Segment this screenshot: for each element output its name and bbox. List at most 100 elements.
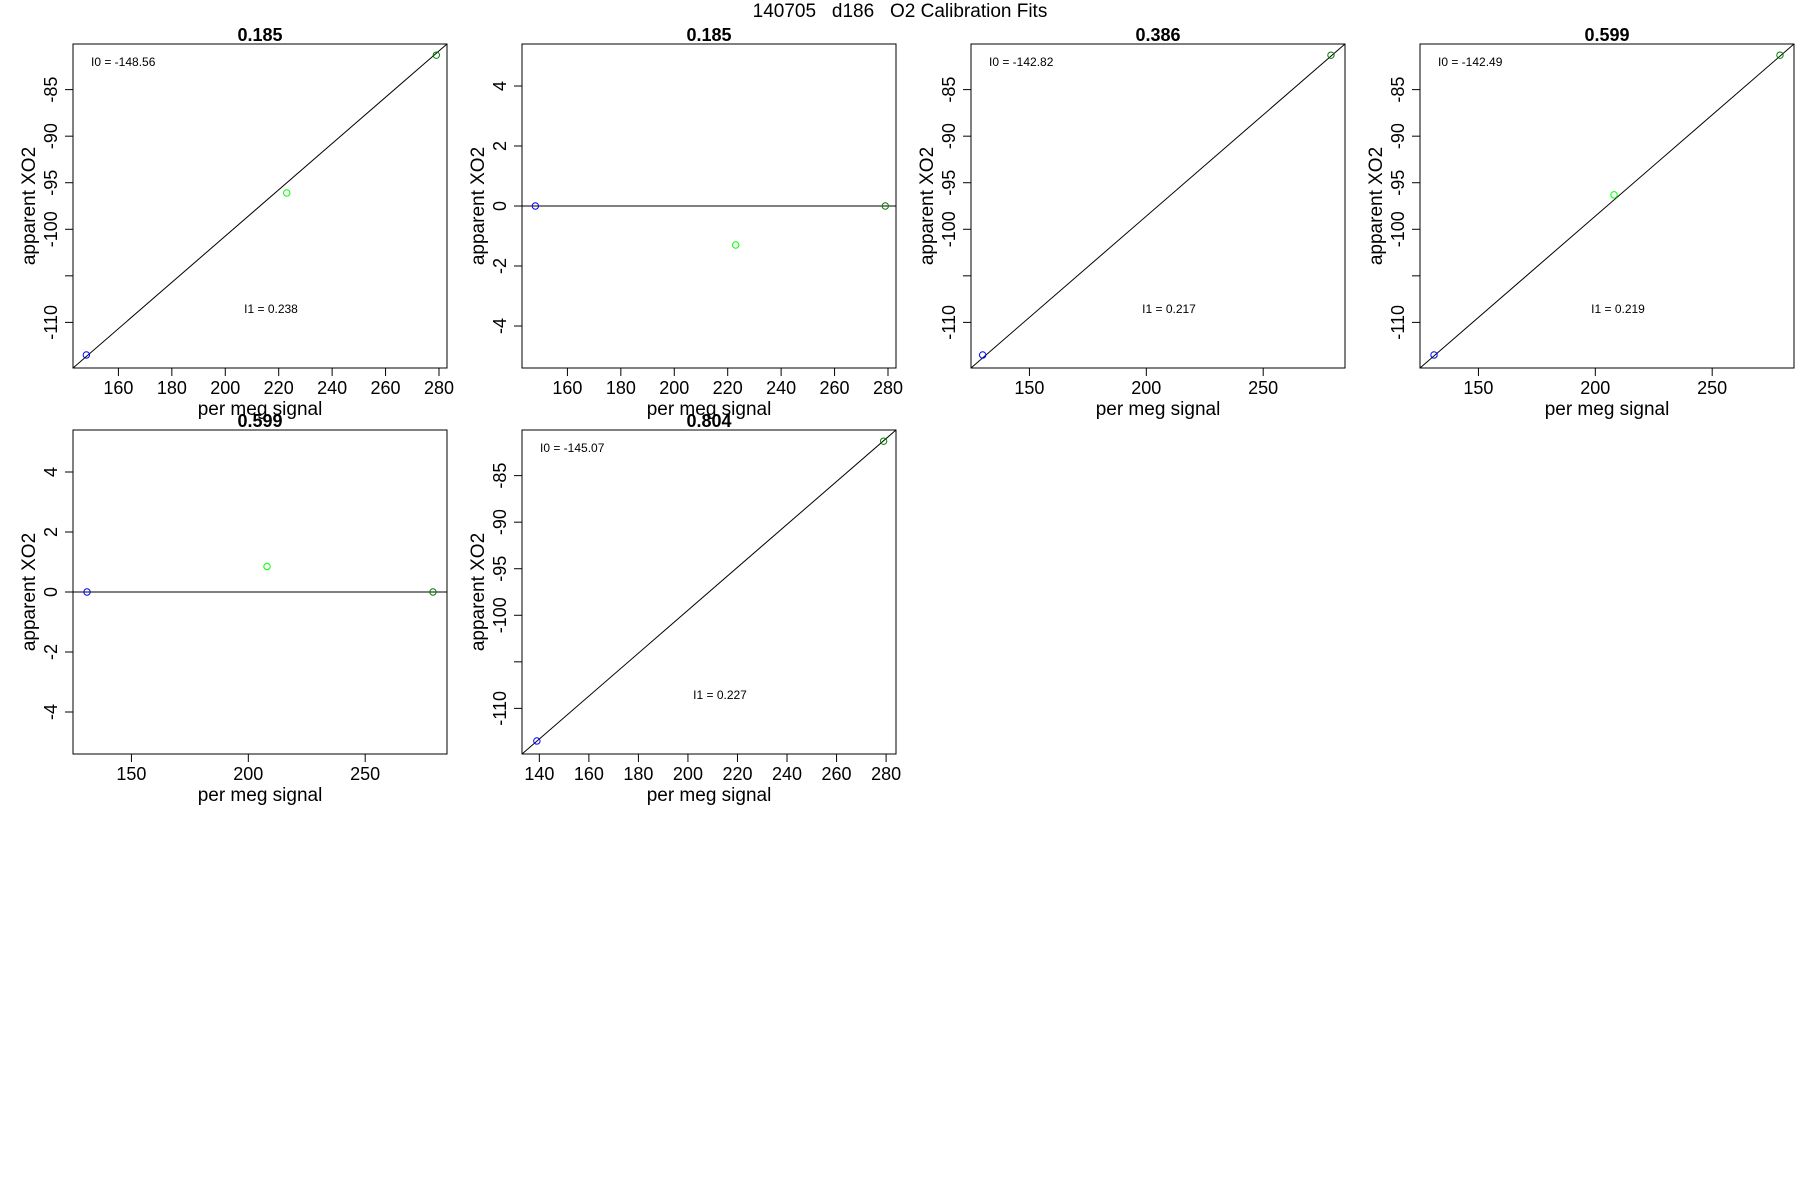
panel-title: 0.386 xyxy=(1135,25,1180,45)
y-tick-label: -85 xyxy=(939,77,959,103)
x-tick-label: 200 xyxy=(1580,378,1610,398)
y-tick-label: -90 xyxy=(939,123,959,149)
x-tick-label: 200 xyxy=(1131,378,1161,398)
data-point xyxy=(1430,351,1438,359)
x-tick-label: 280 xyxy=(871,764,901,784)
x-tick-label: 220 xyxy=(713,378,743,398)
x-tick-label: 160 xyxy=(103,378,133,398)
x-tick-label: 160 xyxy=(552,378,582,398)
x-axis-label: per meg signal xyxy=(647,399,772,420)
fit-line xyxy=(522,430,896,754)
y-tick-label: -95 xyxy=(939,170,959,196)
x-tick-label: 250 xyxy=(1697,378,1727,398)
fit-annotation: I0 = -142.49 xyxy=(1438,55,1503,69)
y-axis-label: apparent XO2 xyxy=(19,533,40,651)
fit-annotation: I1 = 0.238 xyxy=(244,302,298,316)
x-tick-label: 160 xyxy=(574,764,604,784)
panel-title: 0.185 xyxy=(686,25,731,45)
fit-line xyxy=(1420,44,1794,368)
y-tick-label: -110 xyxy=(939,305,959,340)
y-axis-label: apparent XO2 xyxy=(917,147,938,265)
data-point xyxy=(82,351,91,359)
plot-frame xyxy=(521,429,897,755)
data-point xyxy=(533,737,541,745)
y-axis-label: apparent XO2 xyxy=(19,147,40,265)
y-tick-label: 2 xyxy=(41,527,61,537)
x-axis-label: per meg signal xyxy=(198,399,323,420)
x-tick-label: 280 xyxy=(424,378,454,398)
y-axis-label: apparent XO2 xyxy=(1366,147,1387,265)
fit-annotation: I1 = 0.227 xyxy=(693,688,747,702)
data-point xyxy=(1610,191,1618,199)
y-tick-label: -100 xyxy=(490,597,510,633)
y-tick-label: -100 xyxy=(1388,211,1408,247)
panel-title: 0.185 xyxy=(237,25,282,45)
x-axis-label: per meg signal xyxy=(198,785,323,806)
y-tick-label: -100 xyxy=(939,211,959,247)
x-tick-label: 240 xyxy=(772,764,802,784)
data-point xyxy=(83,588,91,596)
data-point xyxy=(432,51,441,59)
plot-area xyxy=(522,430,896,754)
chart-panel-3: 0.386 150 200 250 -85 -90 -95 -100 -110 per meg s… xyxy=(917,25,1346,420)
y-tick-label: -110 xyxy=(490,691,510,726)
x-tick-label: 260 xyxy=(371,378,401,398)
x-tick-label: 200 xyxy=(233,764,263,784)
x-tick-label: 220 xyxy=(722,764,752,784)
x-tick-label: 260 xyxy=(820,378,850,398)
y-tick-label: -95 xyxy=(1388,170,1408,196)
chart-panel-4: 0.599 150 200 250 -85 -90 -95 -100 -110 per meg s… xyxy=(1366,25,1795,420)
y-tick-label: -110 xyxy=(41,305,61,340)
y-tick-label: -90 xyxy=(41,123,61,149)
x-tick-label: 280 xyxy=(873,378,903,398)
x-tick-label: 260 xyxy=(822,764,852,784)
plot-area xyxy=(971,44,1345,368)
data-point xyxy=(978,351,987,359)
data-point xyxy=(1327,51,1335,59)
fit-annotation: I0 = -145.07 xyxy=(540,441,605,455)
fit-annotation: I1 = 0.219 xyxy=(1591,302,1645,316)
x-tick-label: 240 xyxy=(317,378,347,398)
y-tick-label: 0 xyxy=(490,201,510,211)
plot-frame xyxy=(970,43,1346,369)
plot-area xyxy=(522,202,896,249)
y-tick-label: 0 xyxy=(41,587,61,597)
y-tick-label: -85 xyxy=(41,77,61,103)
data-point xyxy=(1776,51,1784,59)
x-tick-label: 240 xyxy=(766,378,796,398)
x-axis-label: per meg signal xyxy=(647,785,772,806)
chart-panel-2: 0.185 160 180 200 220 240 260 280 4 2 0 -2 -4 per meg… xyxy=(468,25,903,420)
x-tick-label: 220 xyxy=(264,378,294,398)
fit-annotation: I0 = -142.82 xyxy=(989,55,1054,69)
y-tick-label: -110 xyxy=(1388,305,1408,340)
y-tick-label: -4 xyxy=(490,318,510,334)
fit-annotation: I0 = -148.56 xyxy=(91,55,156,69)
y-tick-label: -95 xyxy=(41,170,61,196)
y-tick-label: -2 xyxy=(490,258,510,274)
plot-area xyxy=(73,44,447,368)
x-tick-label: 140 xyxy=(524,764,554,784)
fit-annotation: I1 = 0.217 xyxy=(1142,302,1196,316)
y-tick-label: -85 xyxy=(1388,77,1408,103)
plot-frame xyxy=(72,43,448,369)
y-tick-label: -95 xyxy=(490,556,510,582)
y-tick-label: -2 xyxy=(41,644,61,660)
data-point xyxy=(881,202,890,210)
data-point xyxy=(429,588,437,596)
x-tick-label: 150 xyxy=(116,764,146,784)
y-tick-label: -90 xyxy=(490,509,510,535)
data-point xyxy=(732,241,740,249)
x-tick-label: 180 xyxy=(606,378,636,398)
x-tick-label: 250 xyxy=(350,764,380,784)
panel-title: 0.599 xyxy=(237,411,282,431)
chart-panel-6: 0.804 140 160 180 200 220 240 260 280 -85 -90 -95 -1… xyxy=(468,411,901,806)
y-tick-label: -90 xyxy=(1388,123,1408,149)
fit-line xyxy=(971,44,1345,368)
y-tick-label: -85 xyxy=(490,463,510,489)
y-tick-label: 4 xyxy=(490,81,510,91)
x-tick-label: 200 xyxy=(673,764,703,784)
y-axis-label: apparent XO2 xyxy=(468,533,489,651)
data-point xyxy=(283,189,291,197)
x-tick-label: 180 xyxy=(157,378,187,398)
plot-area xyxy=(1420,44,1794,368)
